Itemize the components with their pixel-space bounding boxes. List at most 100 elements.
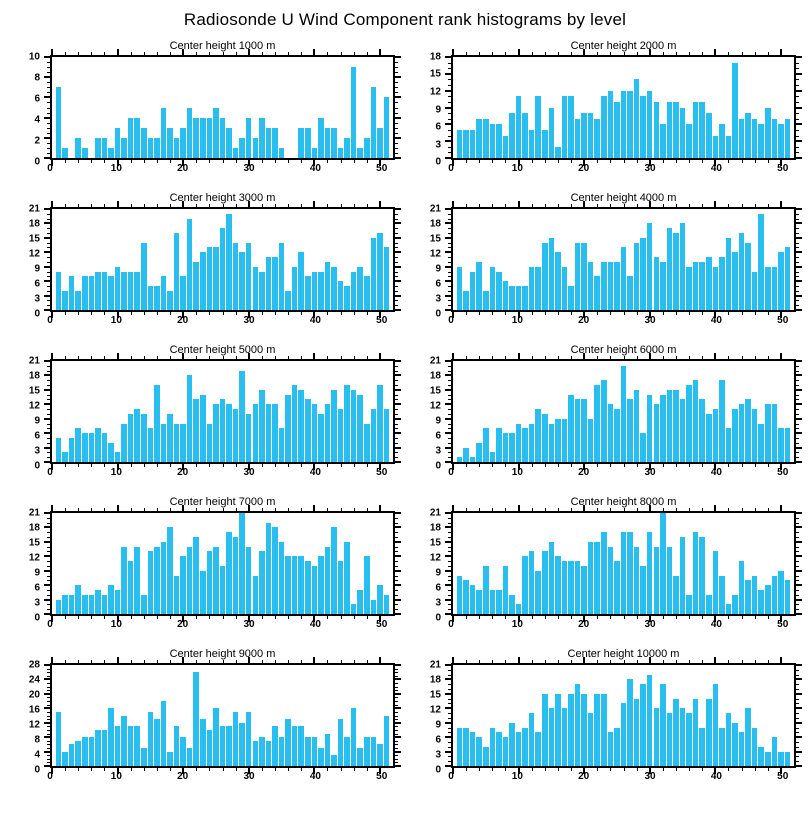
histogram-bar <box>771 118 778 158</box>
y-minor-tick-right <box>395 522 398 524</box>
y-major-tick-left <box>445 157 451 159</box>
y-major-tick-right <box>796 584 802 587</box>
histogram-bar <box>758 423 764 462</box>
histogram-bar <box>705 594 712 614</box>
y-major-tick-left <box>445 360 451 362</box>
x-minor-tick-top <box>340 52 342 55</box>
histogram-bar <box>95 729 101 766</box>
x-minor-tick-top <box>466 52 468 55</box>
x-major-tick-top <box>714 505 717 511</box>
x-major-tick-bottom <box>648 464 651 470</box>
x-major-tick-top <box>517 49 520 55</box>
histogram-bar <box>121 546 127 614</box>
histogram-bar <box>542 693 548 766</box>
y-major-tick-right <box>796 598 802 601</box>
y-major-tick-left <box>44 569 50 572</box>
y-major-tick-left <box>44 388 50 391</box>
histogram-bar <box>370 237 377 310</box>
histogram-bar <box>259 737 265 766</box>
histogram-bar <box>160 276 167 310</box>
x-minor-tick-bottom <box>571 768 573 771</box>
plot-area-row: 0 2 4 6 8 10 <box>4 49 401 168</box>
x-minor-tick-top <box>571 508 573 511</box>
y-axis-labels: 0 4 8 12 16 20 24 28 <box>4 660 50 776</box>
y-major-tick-left <box>44 584 50 587</box>
histogram-bar <box>377 385 383 462</box>
x-tick-label: 50 <box>777 163 789 174</box>
histogram-bar <box>252 137 259 158</box>
histogram-bar <box>193 537 200 614</box>
y-major-tick-left <box>44 222 50 225</box>
x-minor-tick-bottom <box>767 616 769 619</box>
histogram-bar <box>193 261 200 310</box>
histogram-bar <box>141 747 147 766</box>
histogram-bar <box>239 370 245 462</box>
y-minor-tick-right <box>395 276 398 278</box>
histogram-bar <box>232 147 239 158</box>
y-major-tick-right <box>796 222 802 225</box>
histogram-bar <box>278 737 285 766</box>
histogram-bar <box>699 727 705 766</box>
histogram-bar <box>561 418 568 462</box>
histogram-bar <box>167 127 173 158</box>
x-minor-tick-bottom <box>662 160 664 163</box>
histogram-bar <box>363 137 370 158</box>
x-minor-tick-top <box>196 508 198 511</box>
histogram-bar <box>357 589 363 614</box>
y-minor-tick-left <box>448 609 451 611</box>
x-minor-tick-top <box>689 508 691 511</box>
histogram-bar <box>758 213 764 310</box>
y-minor-tick-left <box>448 442 451 444</box>
y-minor-tick-right <box>796 305 799 307</box>
histogram-bar <box>383 715 390 766</box>
histogram-bar <box>594 118 601 158</box>
histogram-bar <box>82 276 88 310</box>
histogram-bar <box>614 727 620 766</box>
x-major-tick-bottom <box>779 768 782 774</box>
y-major-tick-left <box>44 721 50 724</box>
x-minor-tick-bottom <box>505 312 507 315</box>
x-major-tick-top <box>313 657 316 663</box>
x-minor-tick-bottom <box>544 616 546 619</box>
y-minor-tick-right <box>796 428 799 430</box>
y-minor-tick-left <box>448 233 451 235</box>
y-major-tick-right <box>395 236 401 239</box>
y-minor-tick-right <box>395 380 398 382</box>
x-minor-tick-top <box>662 356 664 359</box>
histogram-bar <box>304 399 311 462</box>
x-major-tick-bottom <box>583 768 586 774</box>
x-minor-tick-bottom <box>557 160 559 163</box>
histogram-bar <box>363 423 370 462</box>
chart-panel: Center height 7000 m 0 3 6 9 12 15 18 21 0 10 20 30 4… <box>4 496 401 631</box>
x-minor-tick-top <box>741 204 743 207</box>
y-major-tick-left <box>44 750 50 753</box>
x-axis-labels: 0 10 20 30 40 50 <box>47 616 395 631</box>
y-tick-label: 21 <box>429 203 441 215</box>
x-minor-tick-top <box>544 204 546 207</box>
x-minor-tick-bottom <box>466 160 468 163</box>
x-minor-tick-top <box>689 356 691 359</box>
y-minor-tick-right <box>395 726 398 728</box>
y-tick-label: 18 <box>28 522 40 534</box>
x-minor-tick-top <box>557 508 559 511</box>
y-minor-tick-right <box>395 413 398 415</box>
y-minor-tick-right <box>796 580 799 582</box>
y-minor-tick-right <box>395 247 398 249</box>
histogram-bar <box>456 727 463 766</box>
x-minor-tick-top <box>288 204 290 207</box>
x-minor-tick-top <box>340 356 342 359</box>
y-tick-label: 12 <box>429 704 441 716</box>
x-minor-tick-top <box>353 52 355 55</box>
y-tick-label: 15 <box>28 537 40 549</box>
histogram-bar <box>653 708 660 766</box>
histogram-bar <box>226 404 232 462</box>
x-minor-tick-bottom <box>301 160 303 163</box>
y-major-tick-left <box>44 526 50 529</box>
y-major-tick-left <box>445 446 451 449</box>
x-minor-tick-bottom <box>143 160 145 163</box>
x-minor-tick-bottom <box>301 464 303 467</box>
y-major-tick-right <box>796 417 802 420</box>
x-minor-tick-top <box>196 660 198 663</box>
x-minor-tick-top <box>675 356 677 359</box>
x-minor-tick-bottom <box>754 160 756 163</box>
